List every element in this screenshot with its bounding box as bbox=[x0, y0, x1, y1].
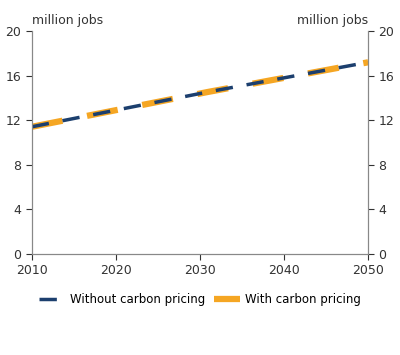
Text: million jobs: million jobs bbox=[297, 14, 368, 27]
Legend: Without carbon pricing, With carbon pricing: Without carbon pricing, With carbon pric… bbox=[34, 289, 366, 311]
Text: million jobs: million jobs bbox=[32, 14, 103, 27]
